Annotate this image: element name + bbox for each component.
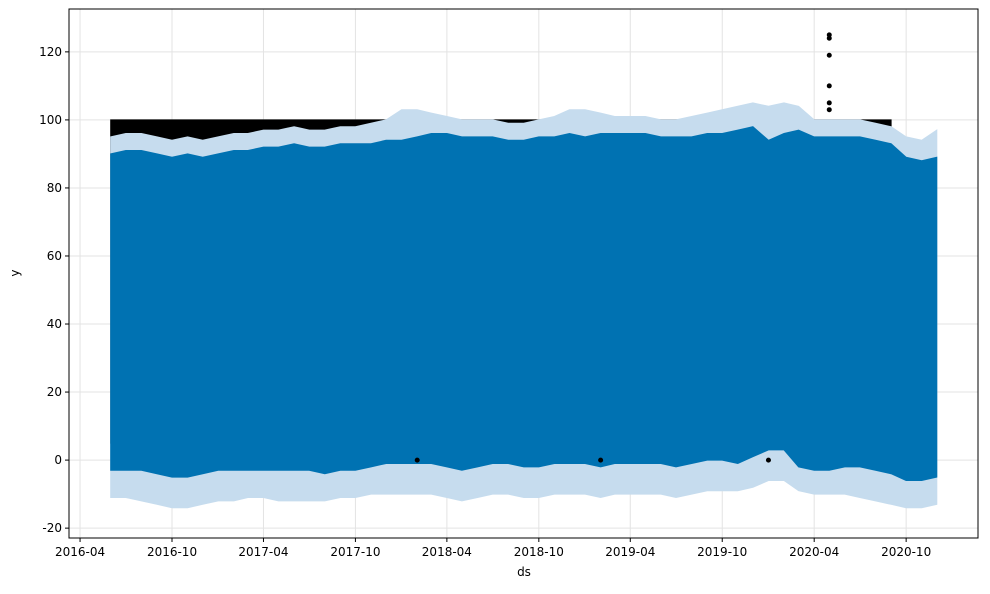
y-tick-label: 120 [39,45,62,59]
x-tick-label: 2020-10 [881,545,931,559]
x-axis-label: ds [517,565,531,579]
y-tick-label: 60 [47,249,62,263]
x-tick-label: 2017-10 [330,545,380,559]
x-tick-label: 2016-10 [147,545,197,559]
observed-point [826,100,832,106]
x-tick-label: 2020-04 [789,545,839,559]
y-tick-label: 100 [39,113,62,127]
forecast [110,126,938,481]
y-axis-label: y [8,269,22,276]
observed-point [826,35,832,41]
x-tick-label: 2017-04 [238,545,288,559]
y-tick-label: 80 [47,181,62,195]
observed-point [765,457,771,463]
observed-point [826,52,832,58]
observed-point [598,457,604,463]
x-tick-label: 2018-10 [514,545,564,559]
y-tick-label: -20 [42,521,62,535]
x-tick-label: 2019-04 [605,545,655,559]
x-tick-label: 2019-10 [697,545,747,559]
observed-point [414,457,420,463]
x-tick-label: 2018-04 [422,545,472,559]
plot-frame [68,8,979,539]
y-tick-label: 20 [47,385,62,399]
y-tick-label: 40 [47,317,62,331]
observed-point [826,107,832,113]
x-tick-label: 2016-04 [55,545,105,559]
y-tick-label: 0 [54,453,62,467]
observed-point [826,83,832,89]
